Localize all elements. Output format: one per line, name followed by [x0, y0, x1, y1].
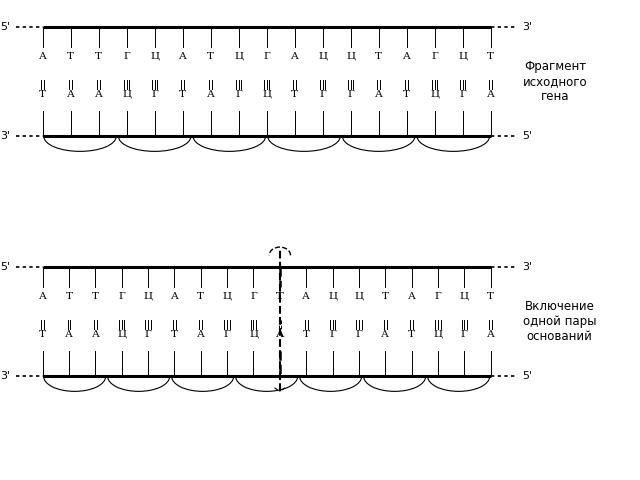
Text: А: А: [92, 330, 99, 339]
Text: Ц: Ц: [430, 90, 439, 99]
Text: Т: Т: [197, 292, 204, 300]
Text: Т: Т: [408, 330, 415, 339]
Text: А: А: [375, 90, 383, 99]
Text: Г: Г: [356, 330, 362, 339]
Text: Г: Г: [435, 292, 442, 300]
Text: Г: Г: [145, 330, 152, 339]
Text: Фрагмент
исходного
гена: Фрагмент исходного гена: [523, 60, 588, 103]
Text: Ц: Ц: [346, 52, 355, 60]
Text: Т: Т: [67, 52, 74, 60]
Text: Ц: Ц: [460, 292, 469, 300]
Text: Т: Т: [171, 330, 178, 339]
Text: Ц: Ц: [117, 330, 126, 339]
Text: Г: Г: [329, 330, 336, 339]
Text: А: А: [276, 330, 284, 339]
Text: А: А: [170, 292, 179, 300]
Text: 5': 5': [523, 132, 532, 142]
Text: Т: Т: [179, 90, 186, 99]
Text: Г: Г: [236, 90, 242, 99]
Text: Т: Т: [303, 330, 310, 339]
Text: А: А: [95, 90, 102, 99]
Text: Ц: Ц: [249, 330, 258, 339]
Text: Т: Т: [95, 52, 102, 60]
Text: Ц: Ц: [223, 292, 232, 300]
Text: А: А: [207, 90, 214, 99]
Text: Ц: Ц: [328, 292, 337, 300]
Text: Ц: Ц: [458, 52, 467, 60]
Text: Т: Т: [291, 90, 298, 99]
Text: Т: Т: [487, 52, 494, 60]
Text: 3': 3': [1, 372, 11, 382]
Text: Г: Г: [263, 52, 270, 60]
Text: Ц: Ц: [143, 292, 152, 300]
Text: Ц: Ц: [433, 330, 442, 339]
Text: Г: Г: [250, 292, 257, 300]
Text: А: А: [408, 292, 415, 300]
Text: А: А: [291, 52, 299, 60]
Text: А: А: [197, 330, 205, 339]
Text: Ц: Ц: [262, 90, 271, 99]
Text: А: А: [403, 52, 411, 60]
Text: Включение
одной пары
оснований: Включение одной пары оснований: [523, 300, 596, 343]
Text: 3': 3': [1, 132, 11, 142]
Text: Г: Г: [431, 52, 438, 60]
Text: 3': 3': [523, 22, 532, 32]
Text: Г: Г: [461, 330, 468, 339]
Text: А: А: [381, 330, 389, 339]
Text: Т: Т: [92, 292, 99, 300]
Text: А: А: [65, 330, 73, 339]
Text: Т: Т: [39, 330, 46, 339]
Text: Ц: Ц: [234, 52, 243, 60]
Text: 5': 5': [1, 262, 11, 272]
Text: Ц: Ц: [355, 292, 364, 300]
Text: Т: Т: [65, 292, 72, 300]
Text: Т: Т: [381, 292, 388, 300]
Text: А: А: [39, 292, 47, 300]
Text: А: А: [487, 330, 495, 339]
Text: Т: Т: [207, 52, 214, 60]
Text: А: А: [302, 292, 310, 300]
Text: А: А: [67, 90, 75, 99]
Text: Ц: Ц: [318, 52, 327, 60]
Text: Т: Т: [487, 292, 494, 300]
Text: Т: Т: [39, 90, 46, 99]
Text: Ц: Ц: [122, 90, 131, 99]
Text: Г: Г: [224, 330, 230, 339]
Text: А: А: [487, 90, 495, 99]
Text: 5': 5': [523, 372, 532, 382]
Text: Г: Г: [348, 90, 354, 99]
Text: Т: Т: [403, 90, 410, 99]
Text: 3': 3': [523, 262, 532, 272]
Text: Ц: Ц: [150, 52, 159, 60]
Text: Г: Г: [118, 292, 125, 300]
Text: Т: Т: [276, 292, 284, 300]
Text: А: А: [179, 52, 187, 60]
Text: Г: Г: [460, 90, 466, 99]
Text: 5': 5': [1, 22, 11, 32]
Text: Г: Г: [151, 90, 158, 99]
Text: А: А: [39, 52, 47, 60]
Text: Г: Г: [124, 52, 130, 60]
Text: Т: Т: [375, 52, 382, 60]
Text: Г: Г: [319, 90, 326, 99]
